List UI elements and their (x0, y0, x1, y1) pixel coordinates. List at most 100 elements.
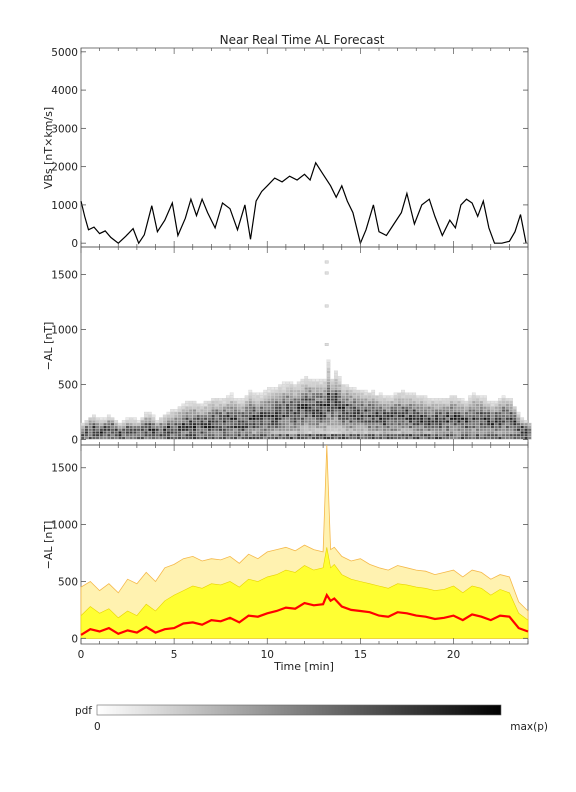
heatmap-cell (211, 400, 215, 404)
ytick-label: 4000 (51, 85, 78, 97)
heatmap-cell (203, 420, 208, 423)
heatmap-cell (177, 414, 182, 418)
heatmap-cell (103, 425, 107, 429)
heatmap-cell (241, 403, 245, 407)
heatmap-cell (289, 422, 294, 426)
heatmap-cell (278, 395, 282, 399)
heatmap-cell (427, 436, 431, 440)
heatmap-cell (326, 433, 331, 437)
heatmap-cell (378, 411, 383, 415)
heatmap-cell (114, 428, 119, 432)
heatmap-cell (252, 392, 256, 396)
heatmap-cell (349, 425, 353, 429)
heatmap-cell (527, 422, 532, 426)
heatmap-cell (311, 414, 316, 418)
heatmap-cell (207, 403, 212, 407)
heatmap-cell (479, 417, 484, 421)
heatmap-cell (498, 433, 502, 437)
heatmap-cell (464, 400, 469, 404)
axis-ticks: 0100020003000400050000500100015000500100… (51, 47, 529, 661)
heatmap-cell (244, 431, 249, 434)
heatmap-cell (430, 431, 435, 434)
heatmap-cell (151, 417, 156, 421)
heatmap-cell (289, 411, 294, 415)
heatmap-cell (386, 425, 390, 429)
heatmap-cell (453, 422, 458, 426)
ytick-label: 1000 (51, 325, 78, 337)
heatmap-cell (438, 398, 443, 401)
heatmap-cell (412, 431, 417, 434)
heatmap-cell (211, 414, 215, 418)
heatmap-cell (468, 436, 472, 440)
heatmap-cell (471, 403, 476, 407)
heatmap-cell (419, 398, 424, 401)
heatmap-cell (226, 398, 230, 401)
heatmap-cell (125, 417, 130, 421)
heatmap-cell (237, 420, 242, 423)
heatmap-cell (397, 409, 402, 412)
heatmap-cell (401, 428, 405, 432)
heatmap-cell (498, 406, 502, 410)
heatmap-cell (349, 436, 353, 440)
heatmap-cell (233, 422, 238, 426)
heatmap-cell (460, 403, 465, 407)
heatmap-cell (192, 422, 197, 426)
heatmap-cell (471, 392, 476, 396)
heatmap-cell (233, 414, 238, 418)
heatmap-cell (278, 398, 282, 401)
heatmap-cell (356, 406, 361, 410)
heatmap-cell (103, 428, 107, 432)
heatmap-cell (505, 425, 510, 429)
heatmap-cell (166, 433, 171, 437)
heatmap-cell (311, 398, 316, 401)
heatmap-cell (129, 428, 133, 432)
heatmap-cell (334, 376, 338, 379)
heatmap-cell (334, 389, 338, 393)
heatmap-cell (457, 411, 461, 415)
heatmap-cell (121, 425, 126, 429)
heatmap-cell (509, 422, 513, 426)
ytick-label: 500 (58, 380, 78, 392)
heatmap-cell (442, 431, 446, 434)
heatmap-cell (315, 381, 320, 385)
heatmap-cell (181, 431, 186, 434)
heatmap-cell (319, 392, 323, 396)
heatmap-cell (281, 400, 286, 404)
heatmap-cell (445, 403, 450, 407)
heatmap-cell (289, 384, 294, 388)
heatmap-cell (207, 436, 212, 440)
heatmap-cell (255, 428, 260, 432)
heatmap-cell (520, 422, 525, 426)
heatmap-cell (326, 387, 331, 390)
heatmap-cell (229, 398, 234, 401)
heatmap-cell (200, 433, 204, 437)
heatmap-cell (434, 406, 439, 410)
heatmap-cell (296, 398, 301, 401)
heatmap-cell (118, 431, 122, 434)
heatmap-cell (464, 431, 469, 434)
heatmap-cell (155, 425, 160, 429)
heatmap-cell (505, 436, 510, 440)
heatmap-cell (326, 428, 331, 432)
heatmap-cell (360, 389, 364, 393)
heatmap-cell (412, 436, 417, 440)
heatmap-cell (270, 389, 275, 393)
heatmap-cell (367, 406, 372, 410)
heatmap-cell (322, 398, 327, 401)
heatmap-cell (281, 392, 286, 396)
heatmap-cell (188, 403, 193, 407)
heatmap-cell (121, 420, 126, 423)
heatmap-cell (181, 409, 186, 412)
heatmap-cell (378, 414, 383, 418)
heatmap-cell (401, 392, 405, 396)
heatmap-cell (494, 425, 499, 429)
heatmap-cell (468, 395, 472, 399)
heatmap-cell (352, 392, 357, 396)
heatmap-cell (337, 381, 342, 385)
heatmap-cell (479, 431, 484, 434)
heatmap-cell (267, 425, 271, 429)
heatmap-cell (121, 431, 126, 434)
heatmap-cell (248, 425, 253, 429)
heatmap-cell (106, 436, 111, 440)
heatmap-cell (345, 389, 350, 393)
